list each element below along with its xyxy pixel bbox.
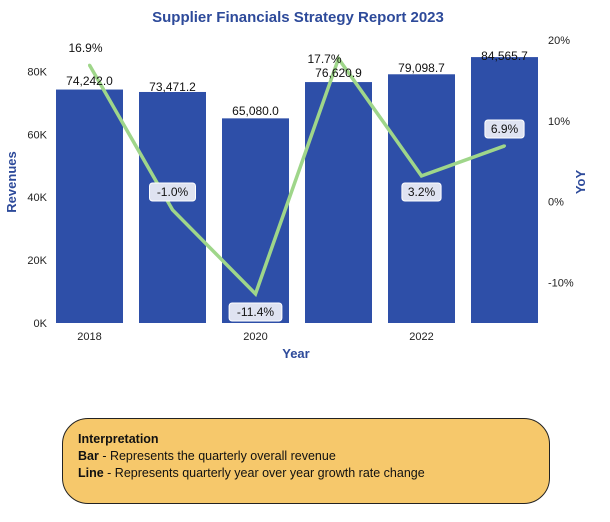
x-tick-label: 2020 <box>243 331 267 343</box>
yoy-value-label: 16.9% <box>68 41 102 55</box>
bar-value-label: 65,080.0 <box>232 104 279 118</box>
x-tick-label: 2018 <box>77 331 101 343</box>
interpretation-heading: Interpretation <box>78 432 159 446</box>
y-axis-left: 0K 20K 40K 60K 80K <box>27 66 47 330</box>
yoy-label-box <box>401 182 442 202</box>
legend-bar-row: Bar - Represents the quarterly overall r… <box>78 448 549 465</box>
legend-bar-term: Bar <box>78 449 99 463</box>
yoy-point-2019 <box>171 208 174 212</box>
bar-value-label: 84,565.7 <box>481 49 528 63</box>
chart-title: Supplier Financials Strategy Report 2023 <box>152 9 444 26</box>
bar-2023 <box>471 57 538 323</box>
yoy-point-2020 <box>254 292 257 296</box>
yoy-point-2021 <box>337 57 340 61</box>
y2-tick-label: 10% <box>548 116 570 128</box>
yoy-value-label: 17.7% <box>307 52 341 66</box>
yoy-label-box <box>228 302 283 322</box>
line-labels: 16.9% -1.0% -11.4% 17.7% 3.2% 6.9% <box>68 41 525 322</box>
yoy-point-2022 <box>420 174 423 178</box>
x-axis: 2018 2020 2022 <box>77 331 433 343</box>
yoy-point-2018 <box>88 63 91 67</box>
y2-axis-title: YoY <box>573 170 588 195</box>
legend-line-text: - Represents quarterly year over year gr… <box>103 466 425 480</box>
combo-chart: Supplier Financials Strategy Report 2023… <box>4 9 588 361</box>
legend-line-row: Line - Represents quarterly year over ye… <box>78 465 549 482</box>
bar-series <box>56 57 538 323</box>
y2-tick-label: 0% <box>548 197 564 209</box>
y2-tick-label: 20% <box>548 35 570 47</box>
y-tick-label: 60K <box>27 129 47 141</box>
yoy-value-label: -11.4% <box>237 305 274 319</box>
x-tick-label: 2022 <box>409 331 433 343</box>
bar-2021 <box>305 82 372 323</box>
interpretation-box: Interpretation Bar - Represents the quar… <box>62 418 550 504</box>
bar-value-label: 76,620.9 <box>315 66 362 80</box>
legend-line-term: Line <box>78 466 104 480</box>
y-axis-title: Revenues <box>4 151 19 212</box>
yoy-point-2023 <box>503 144 506 148</box>
bar-labels: 74,242.0 73,471.2 65,080.0 76,620.9 79,098.7… <box>66 49 528 118</box>
yoy-label-box <box>484 119 525 139</box>
bar-value-label: 74,242.0 <box>66 74 113 88</box>
y-tick-label: 0K <box>34 318 48 330</box>
yoy-value-label: 6.9% <box>491 122 519 136</box>
bar-value-label: 73,471.2 <box>149 80 196 94</box>
yoy-label-box <box>149 182 196 202</box>
y-tick-label: 80K <box>27 66 47 78</box>
yoy-value-label: -1.0% <box>157 185 189 199</box>
yoy-value-label: 3.2% <box>408 185 436 199</box>
bar-value-label: 79,098.7 <box>398 61 445 75</box>
y-axis-right: -10% 0% 10% 20% <box>548 35 574 290</box>
y-tick-label: 20K <box>27 255 47 267</box>
x-axis-title: Year <box>282 346 309 361</box>
legend-bar-text: - Represents the quarterly overall reven… <box>98 449 336 463</box>
bar-2018 <box>56 89 123 323</box>
y2-tick-label: -10% <box>548 278 574 290</box>
y-tick-label: 40K <box>27 192 47 204</box>
